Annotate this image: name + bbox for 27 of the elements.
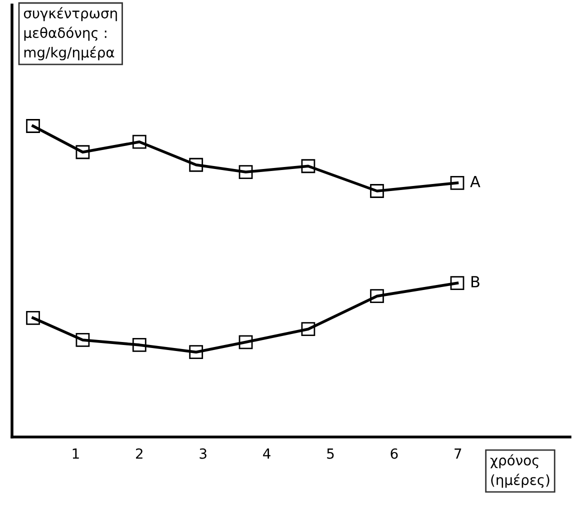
point xyxy=(189,158,204,172)
series-label: B xyxy=(471,276,480,288)
series-label: A xyxy=(470,176,480,188)
point xyxy=(26,119,40,133)
point xyxy=(76,333,90,347)
point xyxy=(450,276,464,290)
point xyxy=(238,335,253,350)
point xyxy=(370,289,384,304)
point xyxy=(26,310,40,325)
x-axis-title: χρόνος (ημέρες) xyxy=(490,454,550,488)
y-axis-title: συγκέντρωση μεθαδόνης : mg/kg/ημέρα xyxy=(24,7,117,60)
x-tick-label: 1 xyxy=(72,448,79,459)
point xyxy=(370,184,384,198)
x-tick-label: 6 xyxy=(390,448,398,459)
point xyxy=(76,145,90,160)
point xyxy=(238,165,253,179)
point xyxy=(301,159,316,174)
x-tick-label: 5 xyxy=(327,448,334,459)
x-tick-label: 4 xyxy=(263,448,270,459)
point xyxy=(450,176,464,190)
x-tick-label: 2 xyxy=(136,448,142,459)
x-tick-label: 7 xyxy=(454,448,462,459)
x-tick-label: 3 xyxy=(200,448,206,459)
point xyxy=(132,134,146,149)
point xyxy=(189,345,204,360)
point xyxy=(132,338,146,352)
point xyxy=(301,322,316,336)
